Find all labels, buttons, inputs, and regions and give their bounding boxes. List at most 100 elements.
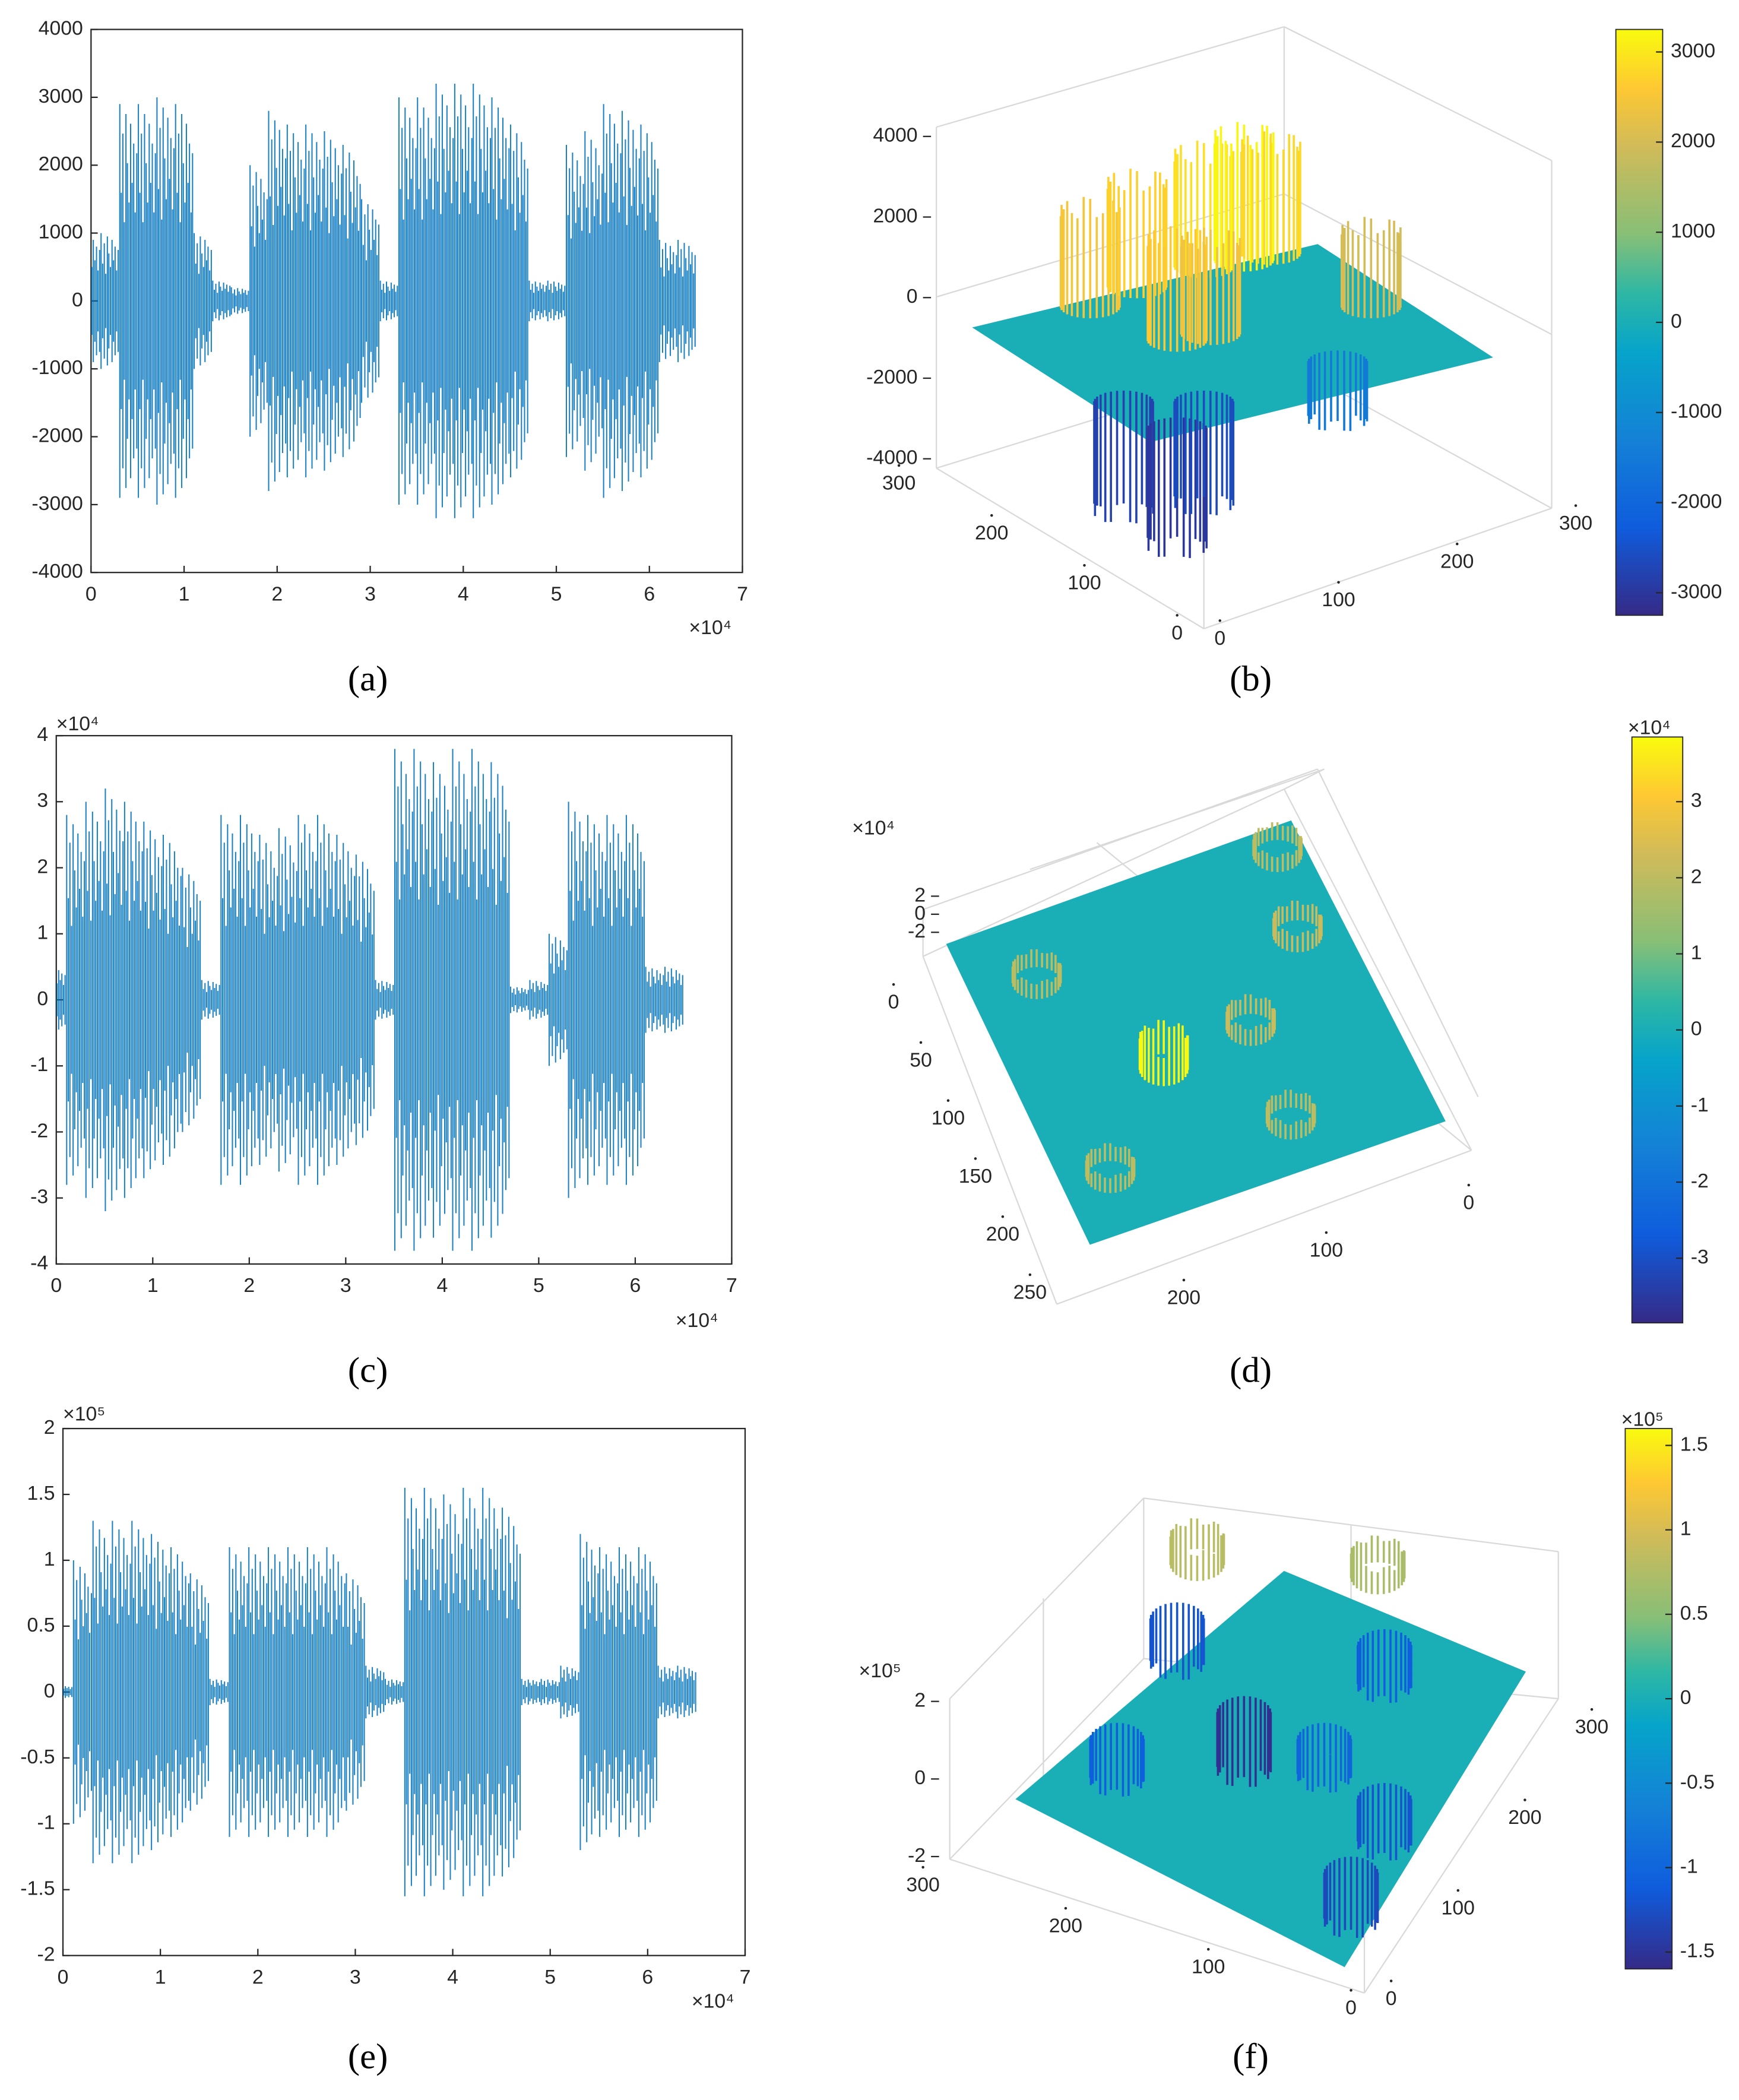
base-tick-label: 200 xyxy=(1167,1286,1200,1309)
colorbar-tick-label: -1000 xyxy=(1671,400,1722,423)
signal-segment xyxy=(417,97,435,505)
box-edge xyxy=(949,1658,1145,1860)
signal-segment xyxy=(138,104,156,498)
box-edge xyxy=(936,26,1285,128)
box-edge xyxy=(1283,788,1472,1151)
signal-segment xyxy=(259,835,278,1165)
caption: (f) xyxy=(1233,2036,1269,2076)
y-tick-label: 4000 xyxy=(39,17,83,39)
signal-segment xyxy=(568,802,587,1198)
y-tick-label: -3 xyxy=(30,1186,48,1208)
base-tick xyxy=(1467,1183,1471,1187)
x-tick-label: 1 xyxy=(155,1966,166,1988)
signal-segment xyxy=(151,1534,170,1851)
signal-segment xyxy=(239,815,259,1185)
colorbar-tick-label: 3000 xyxy=(1671,39,1715,62)
signal-segment xyxy=(482,1487,502,1896)
base-tick xyxy=(1574,504,1578,507)
colorbar xyxy=(1615,28,1664,616)
signal-segment xyxy=(63,1686,73,1698)
signal-segment xyxy=(248,1547,268,1837)
signal-segment xyxy=(413,749,433,1251)
signal-segment xyxy=(435,84,454,518)
signal-segment xyxy=(443,1494,463,1890)
base-tick-label: 200 xyxy=(1440,550,1474,573)
caption: (e) xyxy=(348,2036,388,2076)
box-edge xyxy=(923,788,1285,957)
signal-segment xyxy=(170,1547,190,1837)
surface-peak xyxy=(1138,1019,1189,1087)
base-tick xyxy=(1337,581,1340,584)
z-tick-label: -4000 xyxy=(866,446,917,469)
y-tick-label: -0.5 xyxy=(20,1746,55,1768)
signal-segment xyxy=(548,933,568,1066)
colorbar xyxy=(1624,1428,1673,1970)
x-tick-label: 2 xyxy=(252,1966,264,1988)
colorbar-tick-label: -1 xyxy=(1680,1855,1698,1877)
z-tick-label: 0 xyxy=(914,1766,926,1789)
base-tick-label: 0 xyxy=(1345,1997,1357,2019)
y-tick-label: -2 xyxy=(37,1943,55,1966)
z-exponent: ×10⁵ xyxy=(859,1659,901,1682)
signal-segment xyxy=(355,854,375,1145)
base-tick xyxy=(1001,1215,1005,1218)
signal-segment xyxy=(286,124,305,478)
y-tick-label: -4000 xyxy=(31,560,83,582)
base-tick-label: 300 xyxy=(1575,1716,1608,1738)
surface-peak xyxy=(1173,390,1235,515)
caption: (a) xyxy=(348,659,388,699)
base-tick-label: 100 xyxy=(1442,1897,1475,1920)
colorbar-tick-label: 1 xyxy=(1680,1518,1692,1540)
signal-segment xyxy=(324,131,343,471)
x-tick-label: 3 xyxy=(365,582,376,605)
x-tick-label: 1 xyxy=(179,582,190,605)
base-tick-label: 200 xyxy=(1508,1806,1541,1829)
colorbar-tick-label: 0 xyxy=(1691,1018,1702,1040)
base-tick xyxy=(1176,614,1179,617)
signal-segment xyxy=(394,749,413,1251)
signal-segment xyxy=(547,280,566,322)
z-tick-label: 0 xyxy=(914,902,926,924)
signal-segment xyxy=(404,1487,424,1896)
surface-peak xyxy=(1252,822,1303,872)
y-tick-label: -1 xyxy=(30,1053,48,1076)
base-tick xyxy=(974,1157,977,1160)
x-tick-label: 6 xyxy=(642,1966,653,1988)
y-exponent: ×10⁴ xyxy=(56,712,99,735)
signal-segment xyxy=(471,749,490,1251)
x-tick-label: 5 xyxy=(544,1966,556,1988)
box-edge xyxy=(949,1858,1365,1994)
signal-segment xyxy=(162,835,182,1165)
y-tick-label: 2 xyxy=(44,1416,55,1439)
plot-area xyxy=(90,28,743,574)
signal-segment xyxy=(268,1547,287,1837)
surface-plane xyxy=(946,820,1446,1245)
x-tick-label: 6 xyxy=(644,582,655,605)
box-edge xyxy=(1284,193,1552,335)
base-tick xyxy=(990,514,993,517)
x-tick-label: 2 xyxy=(243,1274,255,1297)
signal-segment xyxy=(201,980,220,1020)
base-tick-label: 0 xyxy=(1463,1192,1474,1214)
x-tick-label: 7 xyxy=(740,1966,751,1988)
base-tick-label: 200 xyxy=(1049,1915,1082,1937)
surface-peak xyxy=(1356,1629,1412,1703)
signal-segment xyxy=(379,280,398,322)
plot-area xyxy=(62,1427,746,1956)
x-tick-label: 4 xyxy=(436,1274,448,1297)
signal-segment xyxy=(657,1665,677,1719)
signal-segment xyxy=(123,802,143,1198)
base-tick-label: 200 xyxy=(986,1223,1019,1246)
signal-segment xyxy=(342,144,361,457)
base-tick-label: 0 xyxy=(1214,627,1225,650)
surface-peak xyxy=(1296,1722,1352,1793)
y-tick-label: 1000 xyxy=(39,220,83,243)
base-tick-label: 300 xyxy=(1559,512,1592,534)
signal-segment xyxy=(502,1507,521,1877)
signal-segment xyxy=(584,131,603,471)
signal-segment xyxy=(579,1534,599,1851)
box-edge xyxy=(936,467,1205,629)
y-tick-label: 3000 xyxy=(39,85,83,107)
base-tick-label: 50 xyxy=(910,1049,932,1071)
